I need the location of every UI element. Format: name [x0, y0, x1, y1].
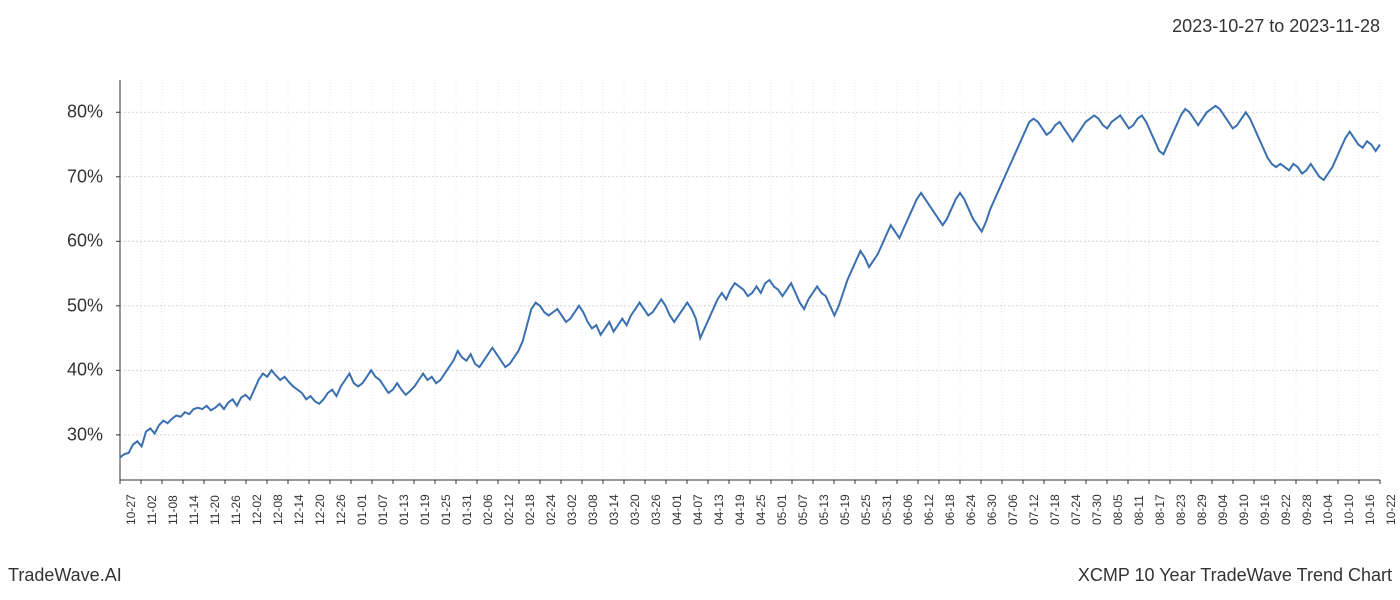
- x-tick-label: 04-07: [691, 494, 705, 525]
- x-tick-label: 07-18: [1048, 494, 1062, 525]
- x-tick-label: 05-31: [880, 494, 894, 525]
- y-axis: 30% 40% 50% 60% 70% 80%: [0, 80, 115, 480]
- x-tick-label: 11-20: [208, 495, 222, 525]
- x-tick-label: 03-20: [628, 494, 642, 525]
- x-tick-label: 05-19: [838, 494, 852, 525]
- x-tick-label: 03-02: [565, 494, 579, 525]
- x-tick-label: 09-16: [1258, 494, 1272, 525]
- x-tick-label: 04-13: [712, 494, 726, 525]
- x-tick-label: 10-22: [1384, 494, 1398, 525]
- x-tick-label: 04-25: [754, 494, 768, 525]
- x-tick-label: 06-18: [943, 494, 957, 525]
- plot-svg: [120, 80, 1380, 480]
- x-tick-label: 12-20: [313, 494, 327, 525]
- x-axis: 10-27 11-02 11-08 11-14 11-20 11-26 12-02 12-08…: [120, 485, 1380, 565]
- x-tick-label: 11-26: [229, 495, 243, 525]
- x-tick-label: 12-02: [250, 494, 264, 525]
- x-tick-label: 01-01: [355, 494, 369, 525]
- x-tick-label: 12-08: [271, 494, 285, 525]
- x-tick-label: 01-31: [460, 494, 474, 525]
- y-tick-label: 40%: [67, 360, 103, 381]
- date-range-label: 2023-10-27 to 2023-11-28: [1172, 16, 1380, 37]
- x-tick-label: 06-30: [985, 494, 999, 525]
- x-tick-label: 02-12: [502, 494, 516, 525]
- y-tick-label: 70%: [67, 166, 103, 187]
- x-tick-label: 07-06: [1006, 494, 1020, 525]
- x-tick-label: 10-04: [1321, 494, 1335, 525]
- x-tick-label: 11-02: [145, 495, 159, 525]
- x-tick-label: 07-12: [1027, 494, 1041, 525]
- x-tick-label: 03-14: [607, 494, 621, 525]
- x-tick-label: 07-24: [1069, 494, 1083, 525]
- x-tick-label: 03-26: [649, 494, 663, 525]
- x-tick-label: 08-29: [1195, 494, 1209, 525]
- chart-container: 2023-10-27 to 2023-11-28 30% 40% 50% 60% 70%…: [0, 0, 1400, 600]
- x-tick-label: 05-25: [859, 494, 873, 525]
- x-tick-label: 09-28: [1300, 494, 1314, 525]
- x-tick-label: 08-17: [1153, 494, 1167, 525]
- x-tick-label: 01-19: [418, 494, 432, 525]
- x-tick-label: 07-30: [1090, 494, 1104, 525]
- x-tick-label: 09-22: [1279, 494, 1293, 525]
- x-tick-label: 10-16: [1363, 494, 1377, 525]
- x-tick-label: 05-01: [775, 494, 789, 525]
- x-tick-label: 03-08: [586, 494, 600, 525]
- x-tick-label: 11-08: [166, 495, 180, 525]
- x-tick-label: 06-24: [964, 494, 978, 525]
- x-tick-label: 10-10: [1342, 494, 1356, 525]
- footer-brand: TradeWave.AI: [8, 565, 122, 586]
- y-tick-label: 80%: [67, 102, 103, 123]
- x-tick-label: 02-18: [523, 494, 537, 525]
- x-tick-label: 04-01: [670, 494, 684, 525]
- x-tick-label: 05-07: [796, 494, 810, 525]
- x-tick-label: 02-24: [544, 494, 558, 525]
- x-tick-label: 12-26: [334, 494, 348, 525]
- x-tick-label: 09-10: [1237, 494, 1251, 525]
- footer-title: XCMP 10 Year TradeWave Trend Chart: [1078, 565, 1392, 586]
- x-tick-label: 08-23: [1174, 494, 1188, 525]
- x-tick-label: 10-27: [124, 494, 138, 525]
- plot-area: [120, 80, 1380, 480]
- x-tick-label: 01-25: [439, 494, 453, 525]
- x-tick-label: 06-12: [922, 494, 936, 525]
- x-tick-label: 11-14: [187, 495, 201, 525]
- x-tick-label: 02-06: [481, 494, 495, 525]
- x-tick-label: 04-19: [733, 494, 747, 525]
- x-tick-label: 12-14: [292, 494, 306, 525]
- y-tick-label: 50%: [67, 295, 103, 316]
- x-tick-label: 08-11: [1132, 495, 1146, 525]
- x-tick-label: 08-05: [1111, 494, 1125, 525]
- x-tick-label: 06-06: [901, 494, 915, 525]
- x-tick-label: 05-13: [817, 494, 831, 525]
- y-tick-label: 30%: [67, 424, 103, 445]
- x-tick-label: 01-07: [376, 494, 390, 525]
- y-tick-label: 60%: [67, 231, 103, 252]
- x-tick-label: 09-04: [1216, 494, 1230, 525]
- x-tick-label: 01-13: [397, 494, 411, 525]
